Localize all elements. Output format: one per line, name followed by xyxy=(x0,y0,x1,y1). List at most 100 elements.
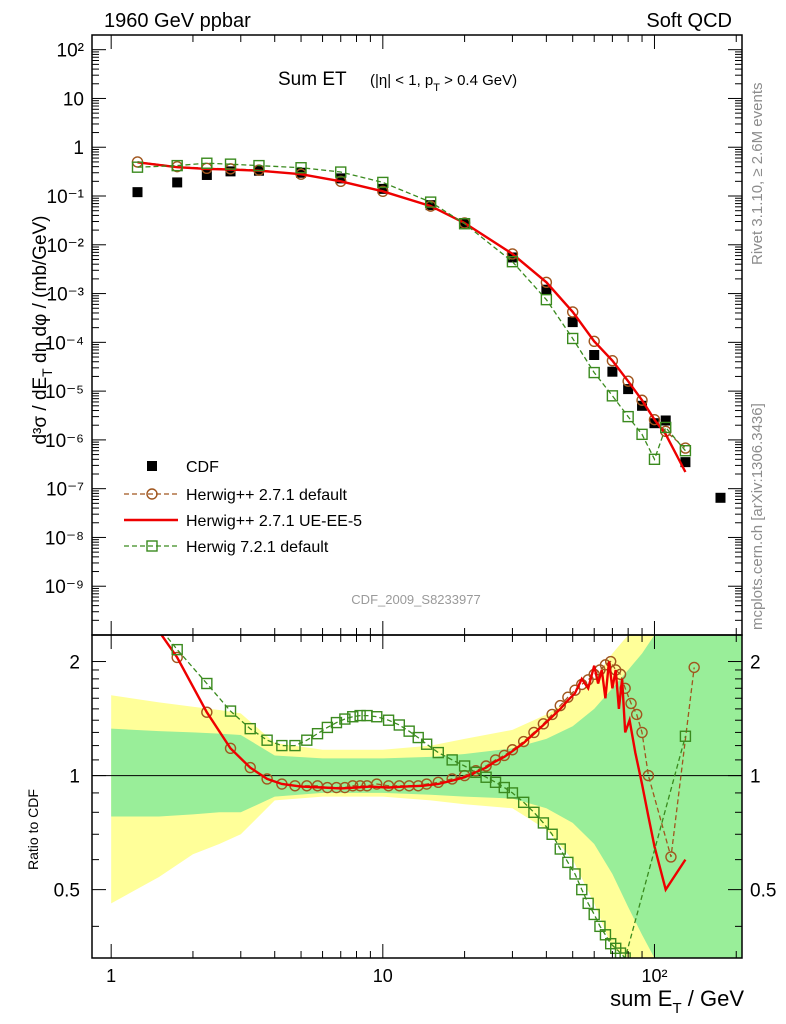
ratio-point-herwig-7-2-1-default xyxy=(244,722,256,735)
ratio-point-herwig-2-7-1-default xyxy=(201,706,213,718)
ratio-point-herwig-7-2-1-default xyxy=(276,739,288,752)
ratio-point-herwig-7-2-1-default xyxy=(403,725,415,737)
main-series-herwig-7-2-1-default xyxy=(131,157,692,466)
x-tick-label: 10² xyxy=(641,966,667,986)
ratio-series-herwig-7-2-1-default xyxy=(164,635,692,958)
main-point-herwig-2-7-1-default xyxy=(566,306,579,318)
main-point-cdf xyxy=(541,284,552,295)
legend-label: Herwig++ 2.7.1 UE-EE-5 xyxy=(186,513,362,530)
main-title-text: Sum ET xyxy=(278,69,347,90)
ratio-point-herwig-7-2-1-default xyxy=(171,643,183,656)
main-y-tick-label: 10² xyxy=(57,41,84,62)
main-point-herwig-2-7-1-default xyxy=(606,355,619,367)
main-line-herwig-7-2-1-default xyxy=(137,162,686,461)
main-point-cdf xyxy=(201,169,212,180)
ratio-point-herwig-2-7-1-default xyxy=(625,697,637,710)
main-point-cdf xyxy=(225,166,236,177)
ratio-point-herwig-7-2-1-default xyxy=(546,828,558,840)
side-text-bottom: mcplots.cern.ch [arXiv:1306.3436] xyxy=(749,403,766,630)
ratio-point-herwig-7-2-1-default xyxy=(393,719,406,731)
main-y-tick-label: 10 xyxy=(63,89,84,110)
legend: CDF Herwig++ 2.7.1 default Herwig++ 2.7.1 … xyxy=(124,459,362,556)
main-y-tick-label: 10⁻⁹ xyxy=(45,577,84,598)
ratio-point-herwig-7-2-1-default xyxy=(289,739,301,752)
ratio-point-herwig-7-2-1-default xyxy=(458,760,471,772)
ratio-point-herwig-2-7-1-default xyxy=(630,708,643,721)
side-text-top: Rivet 3.1.10, ≥ 2.6M events xyxy=(749,83,766,266)
ratio-point-herwig-7-2-1-default xyxy=(582,897,594,910)
ratio-point-herwig-7-2-1-default xyxy=(576,883,588,896)
ratio-point-herwig-7-2-1-default xyxy=(446,754,458,766)
ratio-point-herwig-7-2-1-default xyxy=(506,787,519,799)
main-point-herwig-2-7-1-default xyxy=(622,375,634,387)
main-point-herwig-7-2-1-default xyxy=(377,176,389,189)
main-title-cut: (|η| < 1, pT > 0.4 GeV) xyxy=(370,72,517,94)
main-point-herwig-2-7-1-default xyxy=(636,394,648,406)
main-y-tick-label: 10⁻⁴ xyxy=(45,333,84,354)
ratio-point-herwig-2-7-1-default xyxy=(506,744,519,756)
ratio-point-herwig-2-7-1-default xyxy=(665,851,677,863)
ratio-point-herwig-7-2-1-default xyxy=(554,843,566,855)
ratio-point-herwig-7-2-1-default xyxy=(330,716,343,729)
main-point-herwig-7-2-1-default xyxy=(648,453,661,466)
ratio-uncertainty-bands xyxy=(111,635,742,958)
ratio-point-herwig-2-7-1-default xyxy=(480,760,492,772)
ratio-point-herwig-7-2-1-default xyxy=(569,868,581,880)
ratio-point-herwig-7-2-1-default xyxy=(224,705,237,717)
main-point-cdf xyxy=(567,317,578,328)
main-point-herwig-7-2-1-default xyxy=(424,196,437,208)
main-point-herwig-7-2-1-default xyxy=(458,218,471,230)
ratio-point-herwig-2-7-1-default xyxy=(537,718,550,730)
ratio-plot-frame xyxy=(91,634,743,959)
ratio-point-herwig-2-7-1-default xyxy=(224,742,237,755)
main-point-herwig-7-2-1-default xyxy=(201,157,213,169)
main-point-herwig-7-2-1-default xyxy=(588,366,600,379)
main-y-tick-label: 10⁻⁷ xyxy=(46,480,84,501)
ratio-series-layer xyxy=(160,635,700,958)
main-point-herwig-2-7-1-default xyxy=(588,335,600,348)
main-point-herwig-7-2-1-default xyxy=(679,445,692,457)
ratio-point-herwig-7-2-1-default xyxy=(412,731,424,744)
main-series-herwig-2-7-1-ue-ee-5 xyxy=(137,161,687,473)
ratio-point-herwig-2-7-1-default xyxy=(371,778,383,790)
legend-label: CDF xyxy=(186,459,219,476)
main-point-cdf xyxy=(132,187,143,198)
ratio-point-herwig-2-7-1-default xyxy=(171,651,183,664)
ratio-point-herwig-2-7-1-default xyxy=(244,761,256,774)
main-y-tick-label: 10⁻⁸ xyxy=(45,528,84,549)
ratio-y-tick-label-right: 2 xyxy=(750,653,761,674)
ratio-point-herwig-7-2-1-default xyxy=(517,796,530,809)
main-point-cdf xyxy=(377,183,388,194)
legend-marker xyxy=(146,488,158,500)
ratio-point-herwig-2-7-1-default xyxy=(562,691,574,703)
ratio-point-herwig-7-2-1-default xyxy=(619,952,631,958)
axis-ticks: 1 10 10²10⁻⁹10⁻⁸10⁻⁷10⁻⁶10⁻⁵10⁻⁴10⁻³10⁻²10… xyxy=(45,34,776,986)
ratio-point-herwig-7-2-1-default xyxy=(382,714,395,726)
main-point-cdf xyxy=(607,366,618,377)
ratio-point-herwig-2-7-1-default xyxy=(498,749,510,762)
main-series-cdf xyxy=(132,165,726,503)
ratio-y-tick-label: 1 xyxy=(69,767,80,788)
main-point-herwig-7-2-1-default xyxy=(540,293,553,306)
ratio-y-tick-label-right: 0.5 xyxy=(750,881,776,902)
ratio-series-herwig-2-7-1-ue-ee-5 xyxy=(160,635,687,893)
main-point-herwig-7-2-1-default xyxy=(295,162,307,174)
main-point-cdf xyxy=(623,384,634,395)
axes-frames xyxy=(91,34,743,959)
ratio-point-herwig-7-2-1-default xyxy=(432,746,444,759)
main-y-tick-label: 10⁻⁵ xyxy=(45,382,84,403)
main-point-cdf xyxy=(507,252,518,263)
main-point-herwig-2-7-1-default xyxy=(679,442,692,454)
x-tick-label: 10 xyxy=(373,966,393,986)
ratio-point-herwig-7-2-1-default xyxy=(528,806,540,818)
main-point-herwig-7-2-1-default xyxy=(224,158,237,170)
main-point-herwig-7-2-1-default xyxy=(253,159,265,172)
main-line-herwig-2-7-1-ue-ee-5 xyxy=(137,161,687,473)
header-right-label: Soft QCD xyxy=(646,10,732,32)
ratio-point-herwig-2-7-1-default xyxy=(636,726,648,739)
main-point-herwig-7-2-1-default xyxy=(636,428,648,441)
main-point-cdf xyxy=(172,177,183,188)
ratio-point-herwig-2-7-1-default xyxy=(517,735,530,748)
ratio-point-herwig-7-2-1-default xyxy=(339,713,351,725)
